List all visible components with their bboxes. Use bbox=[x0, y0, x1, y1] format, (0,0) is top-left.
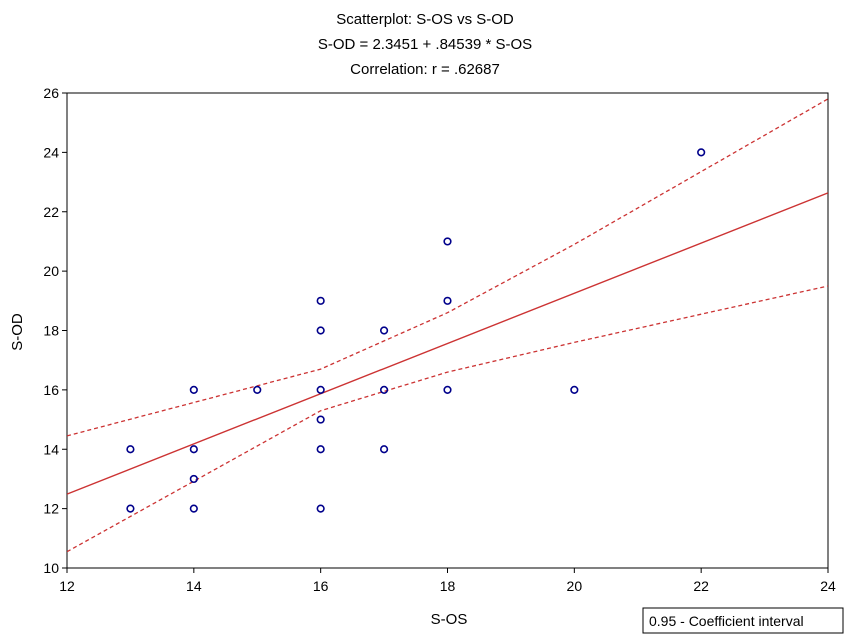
data-point bbox=[443, 296, 452, 305]
data-point bbox=[379, 385, 389, 394]
data-point bbox=[443, 237, 452, 246]
x-tick-label: 16 bbox=[313, 578, 329, 594]
data-point bbox=[316, 445, 325, 454]
data-point bbox=[316, 296, 325, 305]
y-tick-label: 14 bbox=[43, 441, 59, 457]
data-point bbox=[316, 385, 325, 394]
data-point bbox=[126, 504, 135, 513]
data-point bbox=[189, 445, 198, 454]
data-point bbox=[379, 326, 389, 335]
data-point bbox=[570, 385, 579, 394]
x-tick-label: 12 bbox=[59, 578, 75, 594]
regression-line bbox=[67, 192, 828, 495]
x-tick-label: 24 bbox=[820, 578, 836, 594]
chart-subtitle-equation: S-OD = 2.3451 + .84539 * S-OS bbox=[318, 36, 532, 53]
data-point bbox=[316, 326, 325, 335]
y-tick-label: 26 bbox=[43, 85, 59, 101]
y-tick-label: 16 bbox=[43, 382, 59, 398]
legend-frame bbox=[642, 607, 844, 634]
data-point bbox=[189, 474, 198, 484]
confidence-band-lower bbox=[67, 285, 828, 553]
x-tick-label: 20 bbox=[567, 578, 583, 594]
legend-label: 0.95 - Coefficient interval bbox=[649, 613, 804, 629]
x-axis-label: S-OS bbox=[431, 611, 468, 628]
y-tick-label: 12 bbox=[43, 501, 59, 517]
data-point bbox=[697, 148, 706, 157]
data-point bbox=[316, 415, 325, 424]
data-point bbox=[189, 504, 198, 513]
y-axis-label: S-OD bbox=[9, 313, 26, 351]
y-tick-label: 20 bbox=[43, 263, 59, 279]
y-tick-label: 10 bbox=[43, 560, 59, 576]
x-tick-label: 14 bbox=[186, 578, 202, 594]
legend-box: 0.95 - Coefficient interval bbox=[642, 607, 844, 634]
plot-frame bbox=[66, 92, 829, 569]
x-tick-label: 18 bbox=[440, 578, 456, 594]
data-point bbox=[316, 504, 325, 513]
chart-correlation: Correlation: r = .62687 bbox=[350, 61, 500, 78]
x-tick-label: 22 bbox=[693, 578, 709, 594]
y-tick-label: 24 bbox=[43, 144, 59, 160]
data-point bbox=[443, 385, 452, 394]
y-tick-label: 18 bbox=[43, 323, 59, 339]
plot-area bbox=[67, 98, 828, 553]
y-tick-label: 22 bbox=[43, 204, 59, 220]
data-point bbox=[379, 445, 389, 454]
data-point bbox=[253, 385, 262, 394]
data-point bbox=[126, 445, 135, 454]
data-point bbox=[189, 385, 198, 394]
confidence-band-upper bbox=[67, 98, 828, 437]
chart-title: Scatterplot: S-OS vs S-OD bbox=[336, 11, 514, 28]
